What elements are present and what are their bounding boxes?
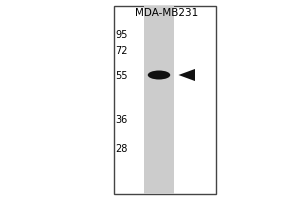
Text: 55: 55 (115, 71, 128, 81)
Text: 72: 72 (115, 46, 128, 56)
Text: MDA-MB231: MDA-MB231 (135, 8, 198, 18)
Text: 28: 28 (115, 144, 128, 154)
Bar (144, 6, 174, 194)
Text: 95: 95 (115, 30, 128, 40)
Text: 36: 36 (115, 115, 128, 125)
Polygon shape (178, 69, 195, 81)
Ellipse shape (148, 71, 170, 79)
Bar (114, 6, 216, 194)
